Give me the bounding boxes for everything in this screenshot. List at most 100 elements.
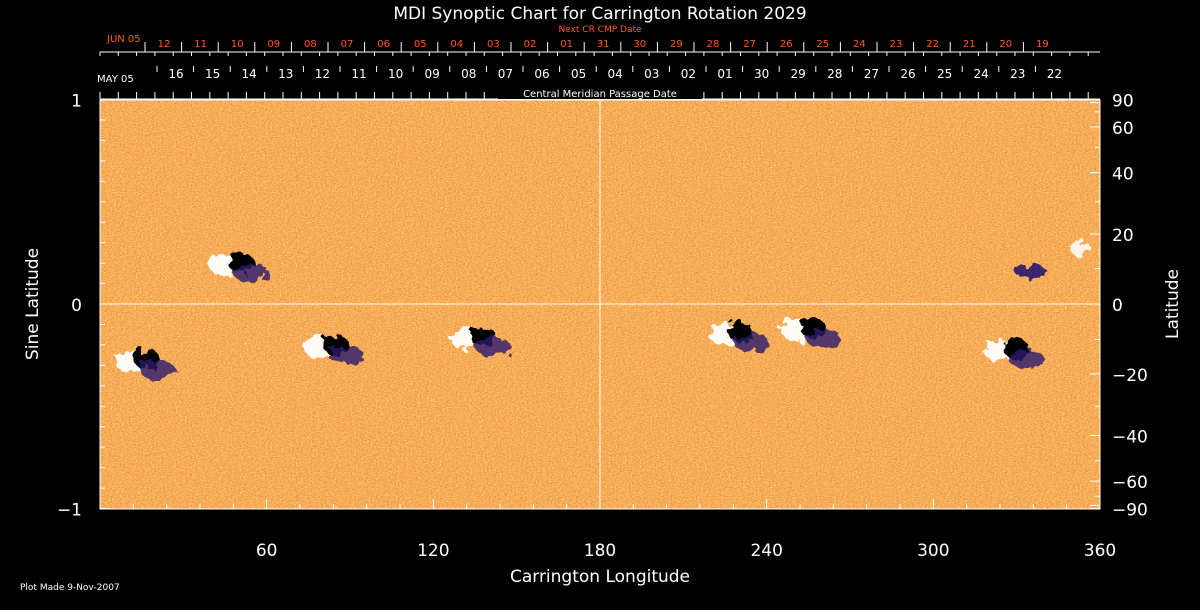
chart-title: MDI Synoptic Chart for Carrington Rotati… (393, 4, 806, 24)
top-axis-1-tick-label: 02 (524, 39, 537, 50)
top-axis-2-tick-label: 11 (351, 67, 366, 81)
active-region-weak-patch (475, 337, 511, 356)
y-axis-right-tick-label: 20 (1112, 226, 1134, 246)
y-axis-left-label: Sine Latitude (23, 248, 43, 360)
y-axis-right-tick-label: 0 (1112, 296, 1123, 316)
y-axis-right-tick-label: −20 (1112, 366, 1148, 386)
top-axis-1-tick-label: 08 (304, 39, 317, 50)
top-axis-2-tick-label: 09 (425, 67, 440, 81)
y-axis-right-label: Latitude (1163, 269, 1183, 339)
top-axis-2-tick-label: 25 (937, 67, 952, 81)
y-axis-right-tick-label: −60 (1112, 473, 1148, 493)
y-axis-right-tick-label: 60 (1112, 119, 1134, 139)
active-region-weak-patch (805, 329, 842, 348)
top-axis-1-tick-label: 06 (377, 39, 390, 50)
top-axis-2-tick-label: 14 (242, 67, 257, 81)
top-axis-2-tick-label: 02 (681, 67, 696, 81)
x-axis: 60 120 180 240 300 360 (99, 499, 1116, 561)
top-axis-2-tick-label: 06 (534, 67, 549, 81)
top-axis-2-tick-label: 27 (864, 67, 879, 81)
top-axis-2-tick-label: 07 (498, 67, 513, 81)
y-axis-right-tick-label: −40 (1112, 427, 1148, 447)
top-axis-1-tick-label: 10 (231, 39, 244, 50)
plot-made-footer: Plot Made 9-Nov-2007 (20, 583, 120, 593)
y-axis-right-tick-label: 90 (1112, 92, 1134, 112)
active-region (1070, 240, 1091, 257)
top-axis-1-tick-label: 05 (414, 39, 427, 50)
top-axis-2-tick-label: 26 (900, 67, 915, 81)
top-axis-2-tick-label: 23 (1010, 67, 1025, 81)
top-axis-2-tick-label: 01 (717, 67, 732, 81)
x-axis-tick-label: 360 (1084, 541, 1116, 561)
top-axis-1-tick-label: 29 (670, 39, 683, 50)
top-axis-2-tick-label: 29 (791, 67, 806, 81)
plot-area (99, 99, 1101, 510)
top-axis-2-tick-label: 16 (168, 67, 183, 81)
active-region (114, 349, 175, 379)
active-region-weak-patch (233, 264, 270, 283)
top-axis-1-tick-label: 04 (450, 39, 463, 50)
top-axis-1-label: Next CR CMP Date (558, 25, 642, 35)
top-axis-2-tick-label: 22 (1047, 67, 1062, 81)
active-region (451, 326, 511, 356)
top-axis-2-tick-label: 30 (754, 67, 769, 81)
active-region (303, 334, 364, 364)
active-region (709, 322, 770, 352)
top-axis-2-tick-label: 05 (571, 67, 586, 81)
y-axis-left-tick-label: −1 (57, 501, 82, 521)
top-axis-2-tick-label: 04 (608, 67, 623, 81)
top-axis-2-tick-label: 13 (278, 67, 293, 81)
top-axis-2-tick-label: 24 (974, 67, 989, 81)
top-axis-1-tick-label: 11 (194, 39, 207, 50)
top-axis-1-tick-label: 23 (890, 39, 903, 50)
y-axis-right-tick-label: 40 (1112, 165, 1134, 185)
top-axis-2-tick-label: 15 (205, 67, 220, 81)
y-axis-left-tick-label: 1 (71, 92, 82, 112)
active-region-weak-patch (138, 360, 175, 379)
top-axis-1-tick-label: 01 (560, 39, 573, 50)
top-axis-1-ticks: 12 11 10 09 08 07 06 05 04 03 02 01 31 30 29 28 27 26 25 24… (99, 39, 1089, 56)
top-axis-1-tick-label: 22 (926, 39, 939, 50)
top-axis-1-tick-label: 26 (780, 39, 793, 50)
y-axis-right-tick-label: −90 (1112, 501, 1148, 521)
active-region-positive-patch (1070, 240, 1091, 257)
top-axis-2-tick-label: 28 (827, 67, 842, 81)
top-axis-1-tick-label: 03 (487, 39, 500, 50)
x-axis-tick-label: 240 (750, 541, 782, 561)
top-axis-1-tick-label: 21 (963, 39, 976, 50)
active-region (781, 318, 842, 348)
y-axis-right: 90 60 40 20 0 −20 −40 −60 −90 (1090, 92, 1148, 521)
active-region-negative-patch (1014, 264, 1047, 279)
top-axis-2-month: MAY 05 (97, 74, 134, 85)
x-axis-tick-label: 300 (917, 541, 949, 561)
y-axis-left-tick-label: 0 (71, 296, 82, 316)
top-axis-1-month: JUN 05 (106, 34, 141, 45)
active-regions (114, 240, 1091, 379)
top-axis-1-tick-label: 25 (816, 39, 829, 50)
top-axis-2-tick-label: 08 (461, 67, 476, 81)
x-axis-tick-label: 60 (256, 541, 278, 561)
active-region-weak-patch (733, 333, 770, 352)
active-region-weak-patch (327, 345, 364, 364)
top-axis-1-tick-label: 09 (267, 39, 280, 50)
top-axis-1-tick-label: 27 (743, 39, 756, 50)
top-axis-2-tick-label: 12 (315, 67, 330, 81)
top-axis-1-tick-label: 07 (341, 39, 354, 50)
top-axis-1-tick-label: 28 (707, 39, 720, 50)
x-axis-tick-label: 120 (417, 541, 449, 561)
x-axis-label: Carrington Longitude (510, 567, 690, 587)
top-axis-2-label: Central Meridian Passage Date (523, 89, 677, 100)
x-axis-tick-label: 180 (584, 541, 616, 561)
top-axis-1-tick-label: 19 (1036, 39, 1049, 50)
top-axis-1-tick-label: 12 (158, 39, 171, 50)
top-axis-2-tick-label: 10 (388, 67, 403, 81)
top-axis-1-tick-label: 20 (999, 39, 1012, 50)
active-region-weak-patch (1008, 349, 1045, 368)
y-axis-left: 1 0 −1 (57, 92, 110, 521)
top-axis-1-tick-label: 31 (597, 39, 610, 50)
top-axis-1-tick-label: 24 (853, 39, 866, 50)
active-region (1014, 264, 1047, 279)
top-axis-2-tick-label: 03 (644, 67, 659, 81)
active-region (984, 338, 1045, 368)
